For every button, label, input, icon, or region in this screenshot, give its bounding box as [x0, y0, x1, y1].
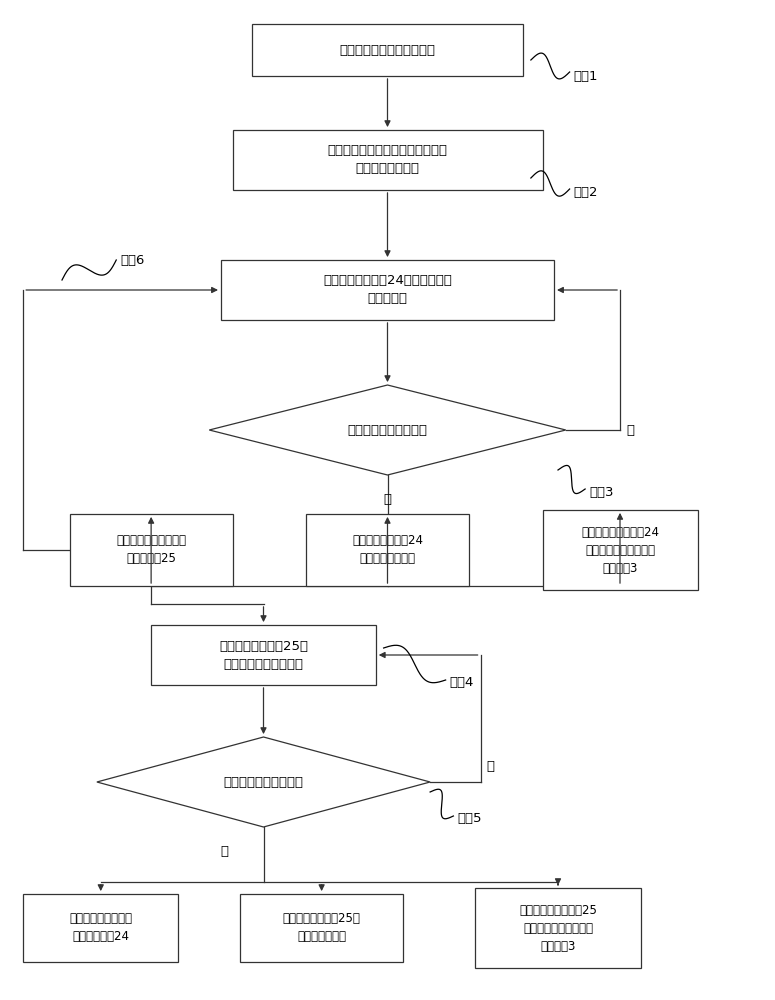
Polygon shape — [97, 737, 430, 827]
Bar — [306, 514, 469, 586]
Bar — [23, 894, 178, 962]
Text: 切换输入电流至第一
电量累积电路24: 切换输入电流至第一 电量累积电路24 — [69, 912, 133, 944]
Text: 第一电量累积电路24对输入电流进
行电量累积: 第一电量累积电路24对输入电流进 行电量累积 — [323, 274, 452, 306]
Bar — [221, 260, 554, 320]
Text: 是: 是 — [221, 845, 229, 858]
Text: 切换输入电流至第二电
量累积电路25: 切换输入电流至第二电 量累积电路25 — [116, 534, 186, 566]
Text: 第一电量累积电路24
中累积的电量清零: 第一电量累积电路24 中累积的电量清零 — [352, 534, 423, 566]
Text: 步骤4: 步骤4 — [449, 676, 474, 688]
Text: 是否满足第二设定要求: 是否满足第二设定要求 — [223, 776, 304, 788]
Text: 第二电量累积电路25对
输入电流进行电量累积: 第二电量累积电路25对 输入电流进行电量累积 — [219, 640, 308, 670]
Bar — [70, 514, 232, 586]
Bar — [542, 510, 698, 590]
Text: 将第一电量累积电路24
采集的电量结果输出给
运算电路3: 将第一电量累积电路24 采集的电量结果输出给 运算电路3 — [581, 526, 659, 574]
Text: 是: 是 — [384, 493, 391, 506]
Text: 否: 否 — [626, 424, 634, 436]
Text: 是否满足第一设定要求: 是否满足第一设定要求 — [347, 424, 428, 436]
Text: 步骤5: 步骤5 — [457, 812, 482, 824]
Text: 步骤6: 步骤6 — [120, 253, 144, 266]
Text: 步骤3: 步骤3 — [589, 486, 614, 498]
Text: 步骤2: 步骤2 — [574, 186, 598, 198]
Bar — [252, 24, 523, 76]
Bar — [151, 625, 376, 685]
Text: 将第二电量累积电路25
采集的电量结果输出给
运算电路3: 将第二电量累积电路25 采集的电量结果输出给 运算电路3 — [519, 904, 597, 952]
Bar — [240, 894, 403, 962]
Text: 第二电量累积电路25中
累积的电量清零: 第二电量累积电路25中 累积的电量清零 — [283, 912, 360, 944]
Text: 输入电流通过电流检测电路转换，
进入电量采集电路: 输入电流通过电流检测电路转换， 进入电量采集电路 — [328, 144, 447, 176]
Text: 初始化设备，接收输入电流: 初始化设备，接收输入电流 — [339, 43, 436, 56]
Text: 否: 否 — [487, 761, 494, 774]
Text: 步骤1: 步骤1 — [574, 70, 598, 84]
Polygon shape — [209, 385, 566, 475]
Bar — [474, 888, 641, 968]
Bar — [232, 130, 542, 190]
